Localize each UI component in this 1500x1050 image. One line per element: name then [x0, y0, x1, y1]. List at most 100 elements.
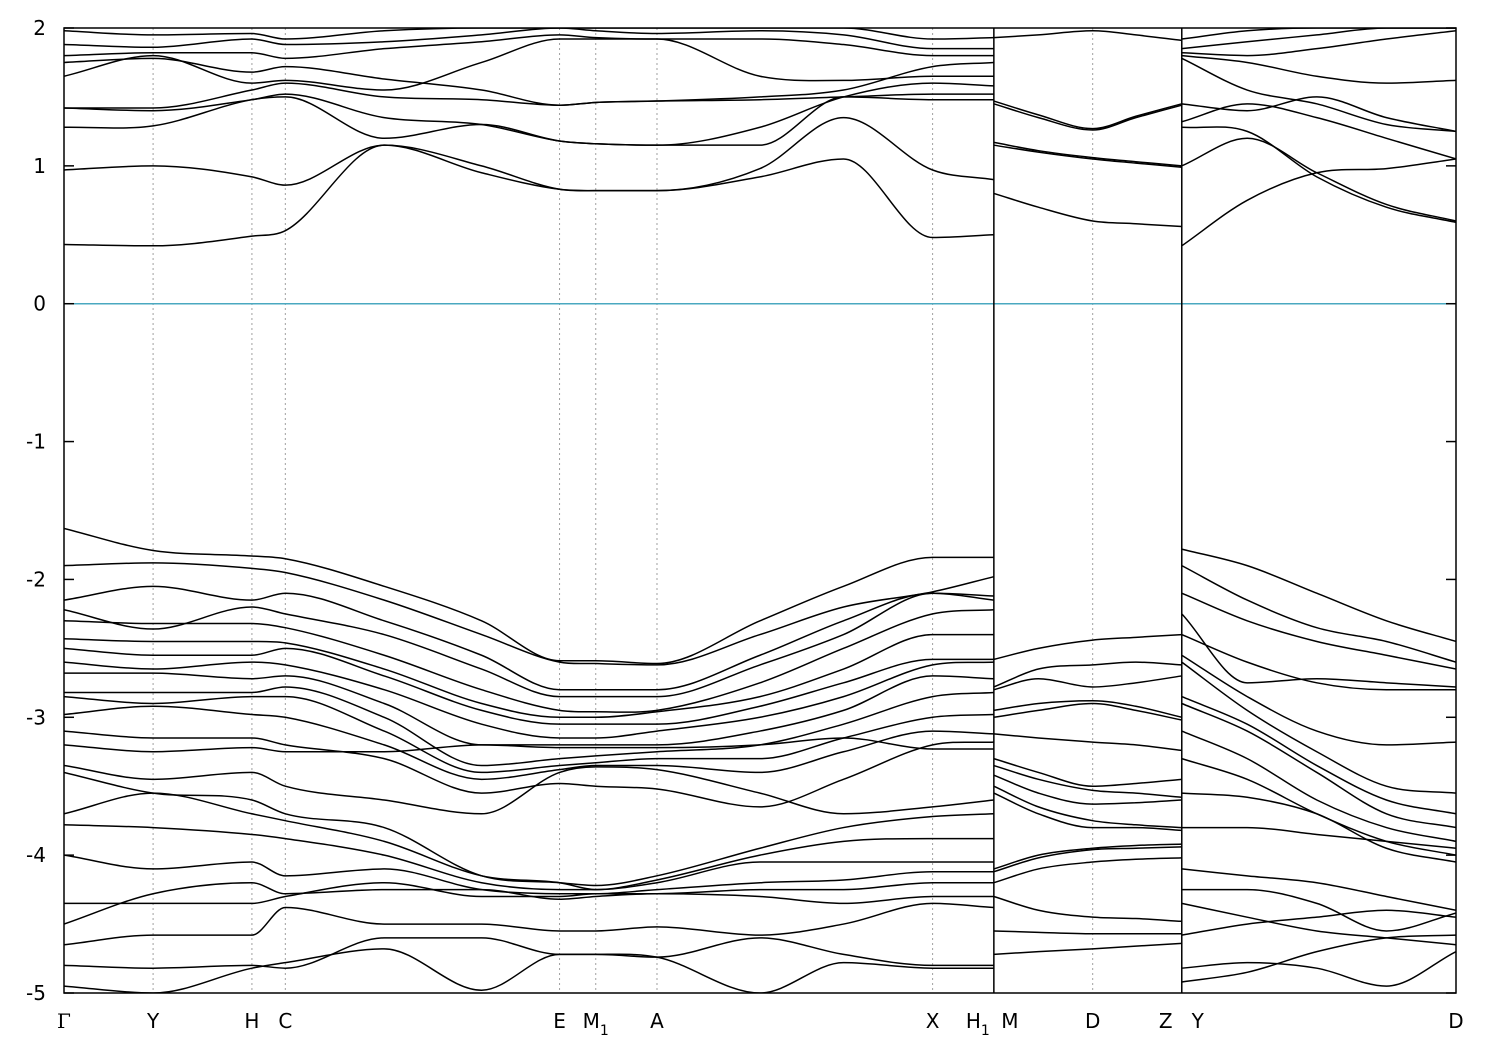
- y-tick-label: -5: [26, 981, 46, 1005]
- band-line: [64, 609, 994, 713]
- band-line: [64, 854, 994, 895]
- band-line: [1181, 54, 1456, 84]
- band-line: [1181, 30, 1456, 57]
- band-line: [993, 792, 1182, 832]
- band-line: [993, 857, 1182, 884]
- band-line: [1181, 633, 1456, 691]
- band-line: [64, 562, 995, 666]
- band-line: [993, 675, 1182, 691]
- band-line: [1181, 613, 1456, 688]
- kpoint-label: Γ: [57, 1009, 71, 1033]
- band-line: [1181, 564, 1456, 663]
- y-tick-label: 0: [33, 292, 46, 316]
- band-line: [64, 705, 994, 781]
- band-line: [64, 824, 994, 891]
- band-line: [64, 57, 994, 106]
- kpoint-label: Z: [1159, 1009, 1173, 1033]
- band-line: [993, 661, 1182, 688]
- kpoint-label: Y: [1191, 1009, 1205, 1033]
- x-axis: Γ Y H C E M1 A X H1 M D Z Y D: [57, 1009, 1464, 1039]
- band-line: [1181, 902, 1456, 946]
- y-tick-label: 1: [33, 154, 46, 178]
- band-line: [1181, 934, 1456, 983]
- band-line: [64, 661, 994, 739]
- band-line: [993, 785, 1182, 829]
- band-line: [64, 792, 994, 891]
- band-line: [1181, 868, 1456, 912]
- band-line: [993, 846, 1182, 873]
- y-axis: 2 1 0 -1 -2 -3 -4 -5: [26, 16, 1456, 1005]
- band-line: [993, 699, 1182, 719]
- kpoint-label: A: [650, 1009, 664, 1033]
- band-line: [64, 730, 994, 808]
- band-line: [993, 733, 1182, 752]
- kpoint-label: E: [553, 1009, 566, 1033]
- kpoint-label: Y: [146, 1009, 160, 1033]
- band-line: [993, 930, 1182, 935]
- band-line: [64, 881, 994, 905]
- band-line: [64, 737, 994, 753]
- y-tick-label: -3: [26, 705, 46, 729]
- y-tick-label: -1: [26, 430, 46, 454]
- kpoint-label: D: [1085, 1009, 1100, 1033]
- kpoint-label: M: [1001, 1009, 1018, 1033]
- band-line: [1181, 826, 1456, 849]
- band-line: [64, 633, 994, 719]
- kpoint-label: D: [1448, 1009, 1463, 1033]
- band-line: [64, 116, 994, 192]
- band-line: [1181, 103, 1456, 160]
- band-line: [993, 144, 1182, 168]
- kpoint-label: X: [926, 1009, 940, 1033]
- kpoint-label: H: [244, 1009, 259, 1033]
- band-line: [64, 672, 994, 746]
- band-line: [64, 902, 994, 946]
- y-tick-label: -2: [26, 567, 46, 591]
- band-line: [1181, 137, 1456, 222]
- band-line: [1181, 950, 1456, 987]
- band-line: [1181, 730, 1456, 843]
- band-line: [64, 28, 994, 40]
- band-line: [1181, 695, 1456, 815]
- band-line: [1181, 654, 1456, 746]
- band-line: [993, 774, 1182, 805]
- band-line: [1181, 548, 1456, 643]
- y-tick-label: -4: [26, 843, 46, 867]
- band-line: [64, 881, 994, 925]
- band-line: [64, 592, 994, 698]
- band-line: [993, 764, 1182, 798]
- band-line: [1181, 57, 1456, 133]
- band-line: [993, 103, 1182, 131]
- band-line: [993, 192, 1182, 228]
- band-line: [993, 633, 1182, 661]
- band-line: [993, 843, 1182, 870]
- band-line: [64, 937, 994, 969]
- band-line: [1181, 592, 1456, 670]
- band-line: [993, 30, 1182, 42]
- band-line: [64, 38, 994, 91]
- path-break-lines: [993, 28, 1183, 993]
- band-line: [64, 647, 994, 725]
- band-line: [993, 702, 1182, 721]
- plot-frame: [63, 27, 1457, 994]
- band-line: [993, 942, 1182, 956]
- band-line: [1181, 792, 1456, 863]
- band-line: [1181, 96, 1456, 133]
- y-tick-label: 2: [33, 16, 46, 40]
- band-line: [993, 895, 1182, 923]
- band-line: [1181, 909, 1456, 936]
- band-line: [64, 34, 994, 60]
- band-line: [993, 757, 1182, 787]
- band-line: [1181, 888, 1456, 932]
- band-line: [993, 100, 1182, 130]
- band-line: [64, 585, 994, 691]
- band-line: [1181, 661, 1456, 794]
- band-line: [993, 141, 1182, 167]
- band-line: [64, 764, 994, 815]
- band-line: [1181, 702, 1456, 829]
- band-line: [1181, 126, 1456, 224]
- band-lines: [64, 28, 1456, 993]
- band-line: [64, 686, 994, 767]
- band-line: [64, 948, 994, 993]
